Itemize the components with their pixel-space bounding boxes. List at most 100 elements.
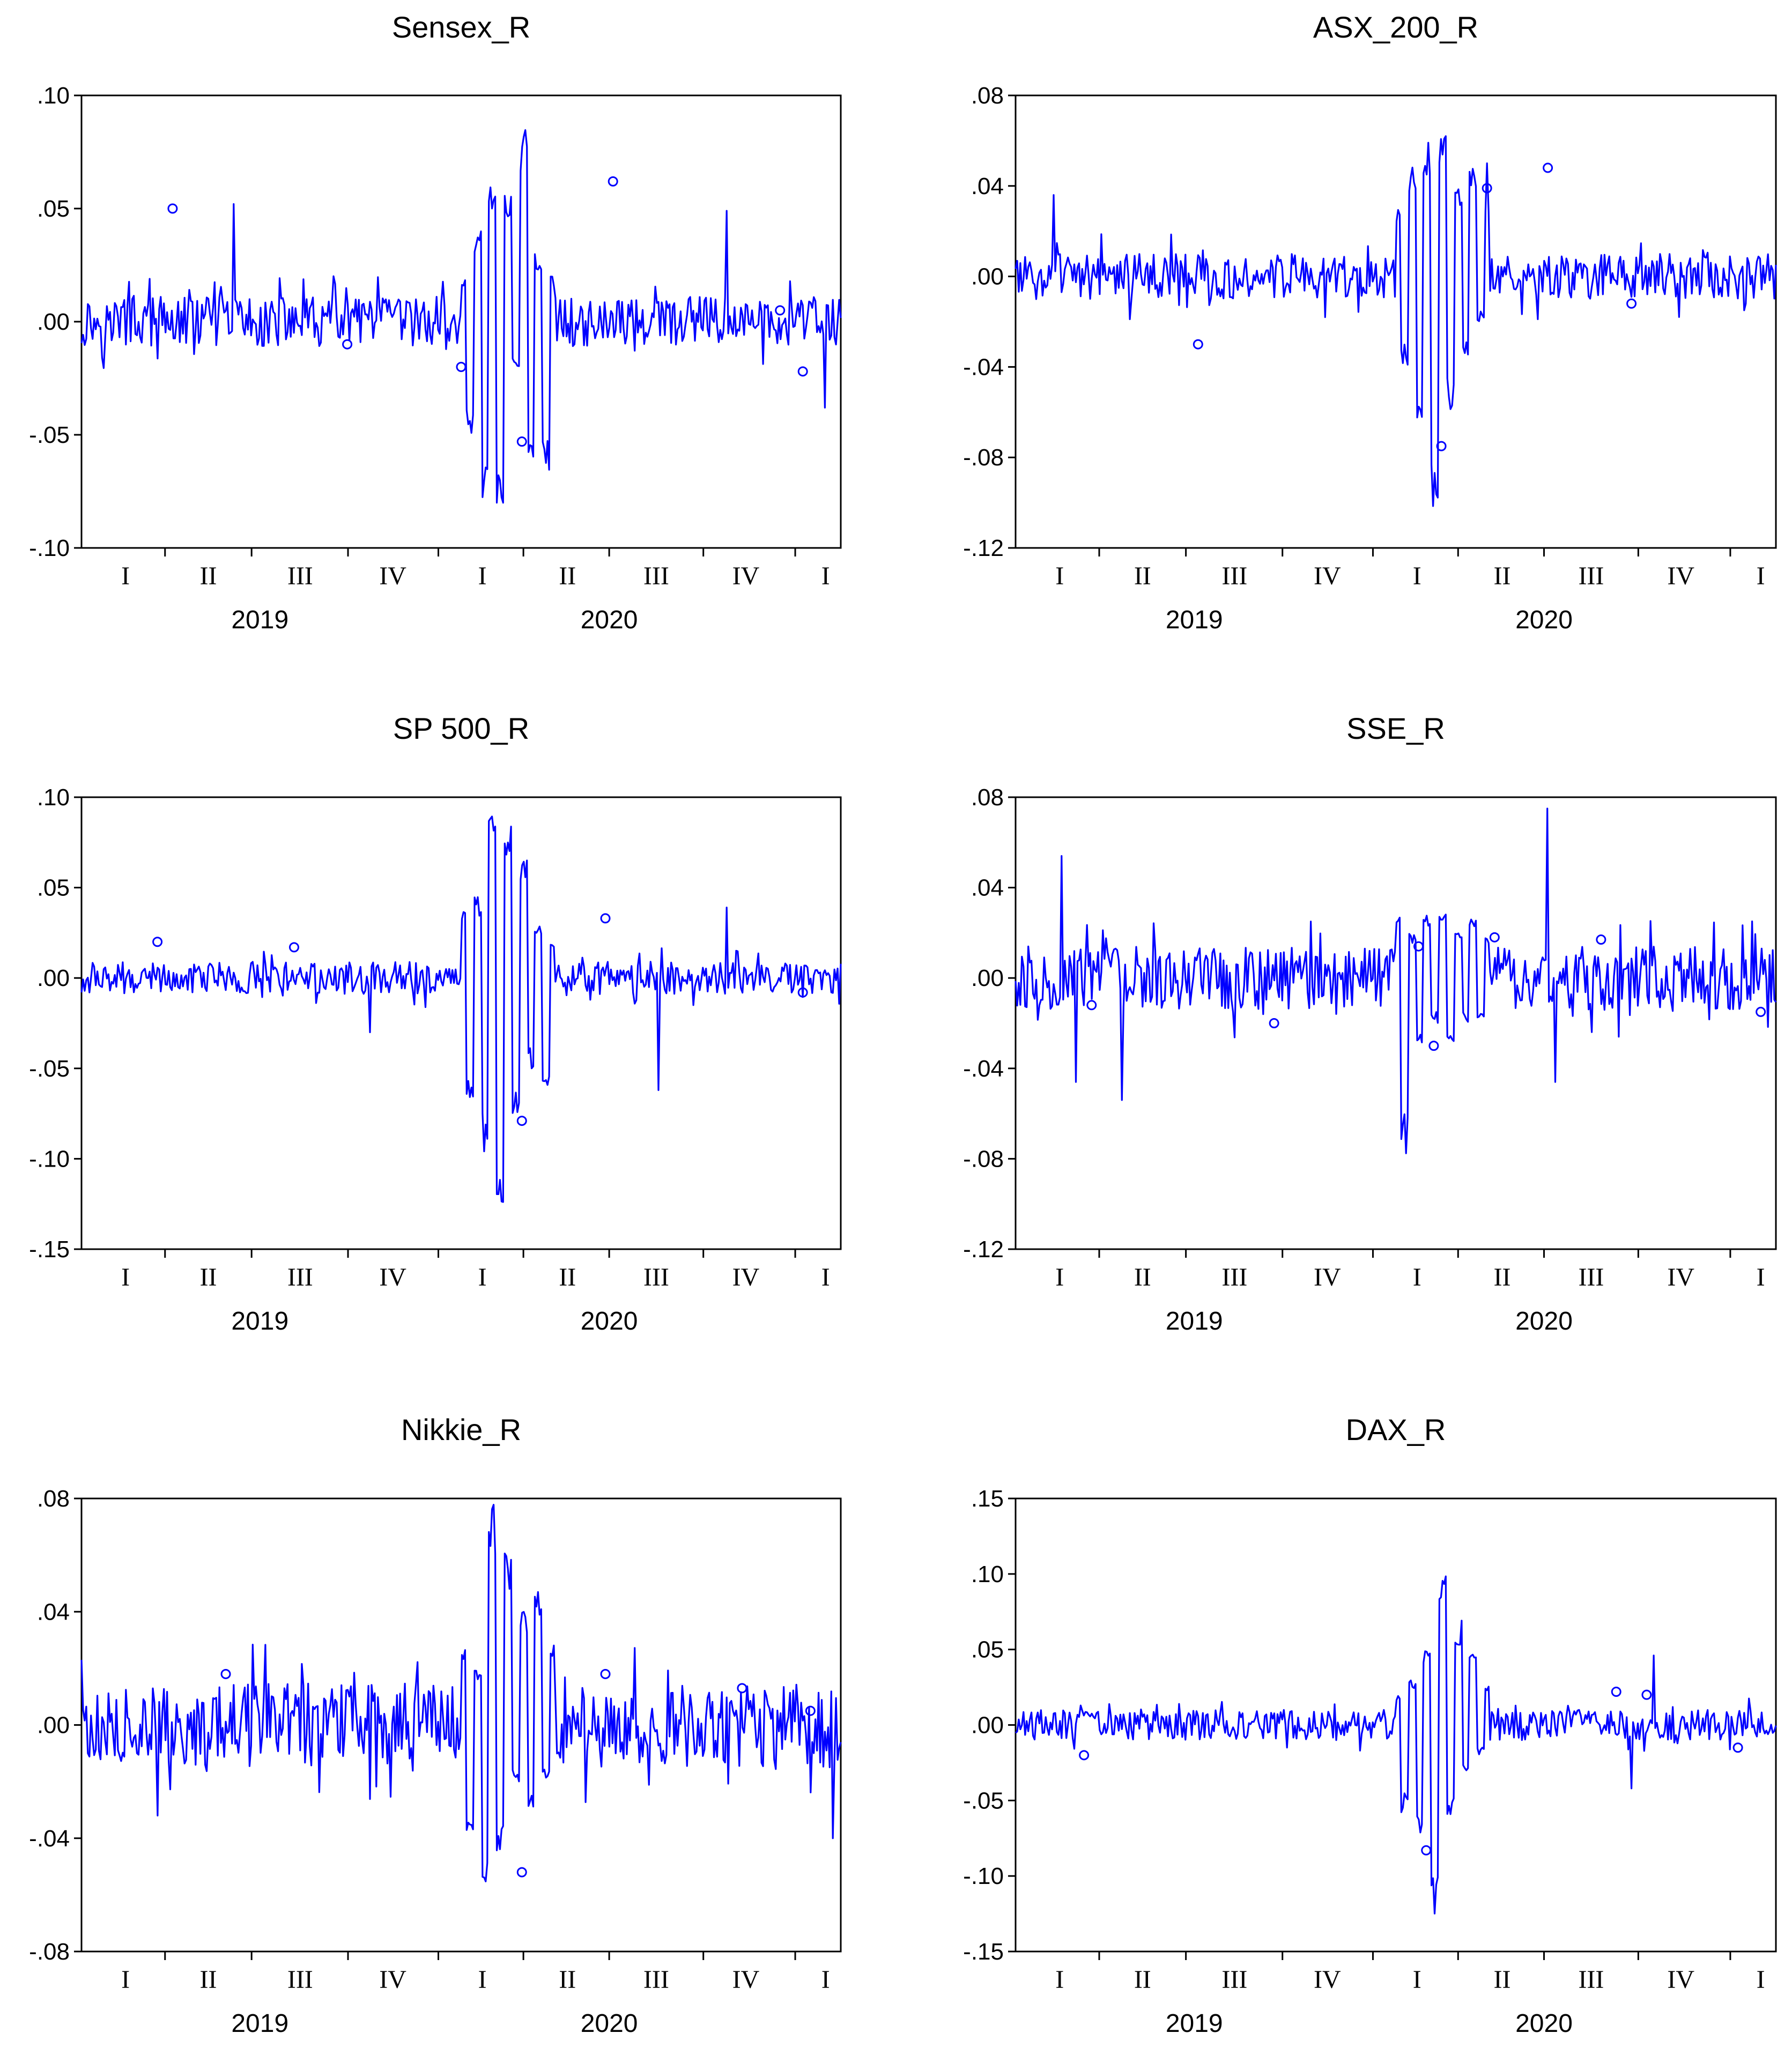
chart-title: ASX_200_R (1313, 10, 1478, 44)
x-quarter-label: II (1494, 1263, 1511, 1292)
y-tick-label: -.10 (29, 1146, 70, 1172)
x-year-label: 2020 (1515, 2009, 1573, 2038)
data-point-marker (1641, 1689, 1652, 1700)
data-point-marker (805, 1705, 816, 1716)
chart-panel-4: Nikkie_R.08.04.00-.04-.08I II III IV I II III I… (29, 1413, 842, 2038)
y-tick-label: .10 (37, 784, 70, 811)
x-quarter-label: IV (379, 1965, 406, 1994)
x-quarter-label: IV (379, 562, 406, 590)
y-tick-label: .05 (971, 1637, 1004, 1663)
series-line (80, 1504, 842, 1882)
data-point-marker (1756, 1006, 1766, 1017)
chart-panel-0: Sensex_R.10.05.00-.05-.10I II III IV I II III I… (29, 10, 842, 634)
x-quarter-label: I (1757, 1263, 1765, 1292)
x-quarter-label: III (1578, 562, 1604, 590)
x-quarter-label: I (1055, 1965, 1064, 1994)
y-tick-label: -.12 (963, 1236, 1004, 1263)
x-quarter-label: I (821, 1965, 830, 1994)
y-tick-label: -.08 (963, 1146, 1004, 1172)
data-point-marker (516, 1116, 527, 1126)
data-point-marker (797, 987, 808, 998)
x-quarter-label: I (121, 562, 130, 590)
x-quarter-label: I (121, 1965, 130, 1994)
x-year-label: 2019 (1166, 606, 1223, 634)
x-quarter-label: I (1413, 1263, 1421, 1292)
x-quarter-label: III (1221, 1263, 1247, 1292)
y-tick-label: -.05 (29, 422, 70, 448)
x-quarter-label: III (643, 1263, 669, 1292)
data-point-marker (167, 203, 178, 214)
data-point-marker (516, 1867, 527, 1878)
x-quarter-label: III (643, 562, 669, 590)
x-quarter-label: III (287, 562, 313, 590)
x-quarter-label: I (1757, 562, 1765, 590)
data-point-marker (1421, 1845, 1432, 1856)
y-tick-label: -.04 (29, 1826, 70, 1852)
data-point-marker (516, 436, 527, 447)
x-quarter-label: II (559, 1263, 576, 1292)
data-point-marker (1428, 1041, 1439, 1051)
data-point-marker (797, 366, 808, 377)
chart-title: DAX_R (1346, 1413, 1446, 1446)
data-point-marker (737, 1683, 747, 1694)
series-line (80, 815, 842, 1203)
x-quarter-label: IV (1314, 1263, 1341, 1292)
data-point-marker (220, 1668, 231, 1679)
chart-panel-1: ASX_200_R.08.04.00-.04-.08-.12I II III IV I I… (963, 10, 1777, 634)
y-tick-label: .08 (971, 83, 1004, 109)
y-tick-label: .00 (37, 1712, 70, 1739)
y-tick-label: -.05 (29, 1056, 70, 1082)
data-point-marker (1269, 1018, 1279, 1028)
x-quarter-label: IV (379, 1263, 406, 1292)
y-tick-label: .05 (37, 196, 70, 222)
data-point-marker (775, 305, 786, 316)
x-quarter-label: IV (732, 562, 760, 590)
x-quarter-label: I (478, 1965, 487, 1994)
x-quarter-label: III (287, 1965, 313, 1994)
y-tick-label: -.15 (963, 1939, 1004, 1965)
x-quarter-label: I (478, 562, 487, 590)
y-tick-label: .00 (971, 264, 1004, 290)
y-tick-label: .08 (971, 784, 1004, 811)
x-quarter-label: II (1134, 562, 1151, 590)
y-tick-label: .15 (971, 1486, 1004, 1512)
x-quarter-label: II (559, 1965, 576, 1994)
x-quarter-label: III (1578, 1965, 1604, 1994)
x-quarter-label: II (1494, 1965, 1511, 1994)
x-quarter-label: II (199, 1263, 217, 1292)
data-point-marker (1732, 1742, 1743, 1753)
data-point-marker (1193, 339, 1203, 350)
x-quarter-label: II (199, 1965, 217, 1994)
y-tick-label: .08 (37, 1486, 70, 1512)
series-line (1015, 1575, 1777, 1915)
x-quarter-label: II (559, 562, 576, 590)
data-point-marker (152, 937, 163, 947)
chart-panel-5: DAX_R.15.10.05.00-.05-.10-.15I II III IV I II… (963, 1413, 1777, 2038)
chart-panel-2: SP 500_R.10.05.00-.05-.10-.15I II III IV I II… (29, 711, 842, 1335)
x-quarter-label: III (287, 1263, 313, 1292)
plot-frame (1015, 796, 1777, 1250)
data-point-marker (456, 361, 466, 372)
data-point-marker (1482, 183, 1492, 194)
y-tick-label: -.04 (963, 354, 1004, 380)
plot-frame (80, 796, 842, 1250)
x-year-label: 2019 (231, 2009, 288, 2038)
y-tick-label: .10 (37, 83, 70, 109)
plot-frame (1015, 94, 1777, 549)
x-year-label: 2020 (581, 1307, 638, 1335)
x-quarter-label: II (1134, 1965, 1151, 1994)
series-line (1015, 807, 1777, 1154)
x-quarter-label: II (1134, 1263, 1151, 1292)
x-quarter-label: I (1055, 562, 1064, 590)
x-quarter-label: I (821, 1263, 830, 1292)
x-quarter-label: IV (1667, 1965, 1694, 1994)
y-tick-label: -.12 (963, 535, 1004, 561)
y-tick-label: .04 (971, 173, 1004, 199)
x-quarter-label: I (1413, 1965, 1421, 1994)
chart-title: Sensex_R (392, 10, 530, 44)
x-quarter-label: IV (1314, 1965, 1341, 1994)
data-point-marker (1489, 932, 1500, 943)
y-tick-label: -.10 (29, 535, 70, 561)
x-quarter-label: I (1055, 1263, 1064, 1292)
x-year-label: 2020 (581, 606, 638, 634)
